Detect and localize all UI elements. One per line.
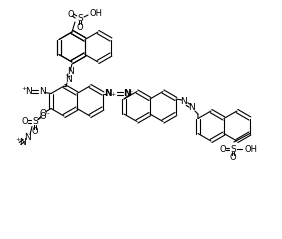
Text: OH: OH [245,145,258,153]
Text: O: O [68,10,74,18]
Text: +: + [127,89,133,94]
Text: N: N [39,87,45,96]
Text: N: N [104,89,112,98]
Text: -: - [47,110,49,116]
Text: S: S [230,145,236,153]
Text: OH: OH [89,9,102,17]
Text: O: O [32,127,38,136]
Text: +: + [110,92,116,97]
Text: N: N [25,87,31,96]
Text: N: N [65,75,71,83]
Text: S: S [32,117,38,126]
Text: N: N [24,133,30,142]
Text: S: S [77,13,83,22]
Text: N: N [123,89,131,98]
Text: N: N [67,66,73,76]
Text: +: + [16,137,21,142]
Text: +: + [21,86,27,91]
Text: N: N [180,97,187,105]
Text: O: O [230,153,236,163]
Text: N: N [189,103,195,113]
Text: O: O [77,22,83,32]
Text: N: N [19,138,25,147]
Text: O: O [40,112,46,121]
Text: O: O [220,145,226,153]
Text: O: O [39,109,47,118]
Text: O: O [22,117,28,126]
